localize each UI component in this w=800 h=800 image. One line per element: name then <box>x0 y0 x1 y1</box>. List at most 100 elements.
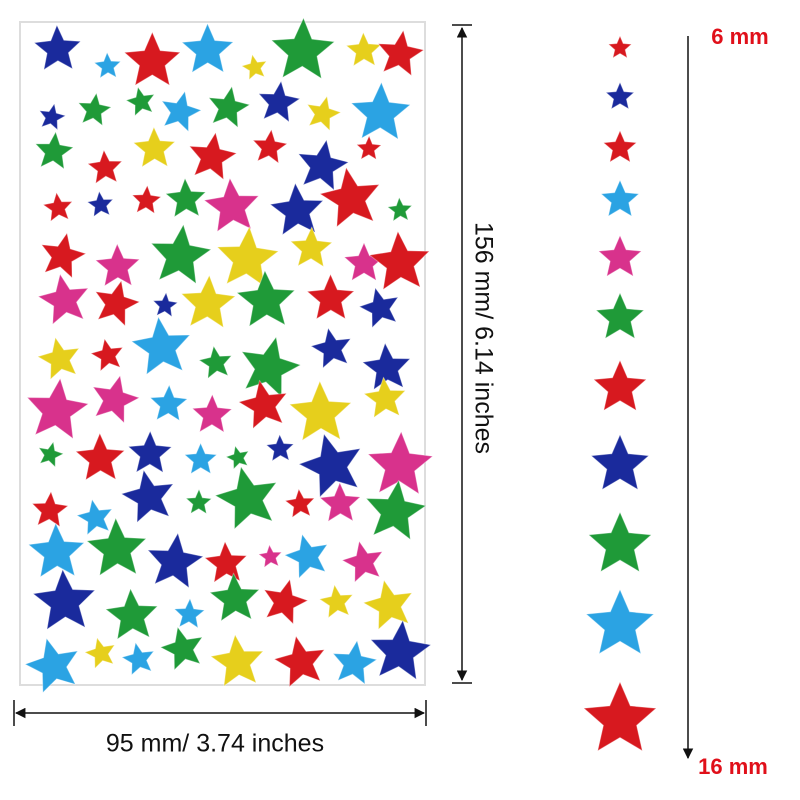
star <box>95 280 140 327</box>
star <box>181 275 236 328</box>
star <box>209 572 260 622</box>
star <box>208 86 251 128</box>
star <box>160 626 203 671</box>
star <box>86 517 147 576</box>
star <box>93 52 121 79</box>
star <box>238 379 287 429</box>
star <box>31 491 69 527</box>
star <box>319 584 354 619</box>
star <box>593 359 647 411</box>
star <box>37 273 89 325</box>
star <box>350 82 411 140</box>
star <box>284 534 328 579</box>
star <box>204 541 248 583</box>
star <box>603 130 637 163</box>
max-size-label: 16 mm <box>698 754 768 779</box>
star <box>124 31 181 86</box>
star <box>184 442 218 474</box>
star <box>358 287 399 328</box>
star <box>149 384 188 421</box>
star <box>87 191 114 217</box>
star <box>370 620 432 680</box>
star <box>273 635 325 688</box>
star <box>225 445 249 470</box>
star <box>32 569 96 630</box>
star <box>341 540 383 583</box>
star <box>125 86 155 117</box>
star <box>263 579 309 625</box>
star <box>152 292 178 317</box>
star <box>121 642 155 676</box>
star <box>24 638 79 693</box>
star <box>78 92 112 126</box>
star <box>95 243 140 287</box>
star <box>377 30 425 76</box>
star <box>319 482 361 522</box>
star <box>198 345 232 379</box>
star <box>356 135 382 160</box>
star <box>266 434 294 462</box>
star <box>38 441 64 468</box>
star <box>284 488 315 518</box>
star <box>236 270 296 327</box>
star <box>214 466 277 530</box>
star <box>365 479 427 540</box>
star <box>345 32 382 67</box>
star <box>269 182 324 236</box>
star <box>598 235 642 277</box>
star <box>595 292 645 339</box>
sheet-stars <box>24 17 434 693</box>
star <box>367 431 434 495</box>
star <box>298 433 361 498</box>
star <box>608 35 632 59</box>
star <box>216 226 279 287</box>
star <box>252 129 288 164</box>
star <box>90 338 124 372</box>
star <box>203 177 260 232</box>
star <box>363 579 413 630</box>
star <box>87 149 123 184</box>
star <box>28 522 85 578</box>
star <box>161 91 202 132</box>
min-size-label: 6 mm <box>711 24 768 49</box>
star <box>605 81 635 110</box>
star <box>289 380 352 441</box>
star <box>258 80 301 123</box>
star <box>131 316 191 375</box>
star <box>174 598 205 629</box>
star <box>319 167 380 228</box>
star <box>92 375 140 424</box>
star <box>306 273 355 320</box>
star <box>588 511 652 572</box>
star <box>369 231 430 290</box>
star <box>307 95 342 131</box>
star <box>35 131 74 170</box>
star <box>26 378 89 439</box>
star <box>128 430 172 473</box>
star <box>181 23 234 73</box>
star <box>75 432 125 481</box>
star <box>37 337 80 380</box>
width-label: 95 mm/ 3.74 inches <box>106 730 324 758</box>
star <box>585 589 655 655</box>
star <box>189 132 237 180</box>
height-label: 156 mm/ 6.14 inches <box>469 222 497 454</box>
star <box>150 224 212 284</box>
star <box>33 24 81 71</box>
star <box>241 336 301 398</box>
star <box>165 178 206 218</box>
star <box>133 126 176 168</box>
star <box>84 637 115 669</box>
sticker-sheet <box>19 21 426 686</box>
star <box>362 342 411 390</box>
star <box>258 544 282 568</box>
star <box>241 54 267 80</box>
star <box>192 394 233 433</box>
star <box>363 376 406 418</box>
star <box>290 226 333 267</box>
star <box>39 103 66 131</box>
star <box>42 192 73 222</box>
star <box>271 17 335 79</box>
star <box>210 634 264 687</box>
